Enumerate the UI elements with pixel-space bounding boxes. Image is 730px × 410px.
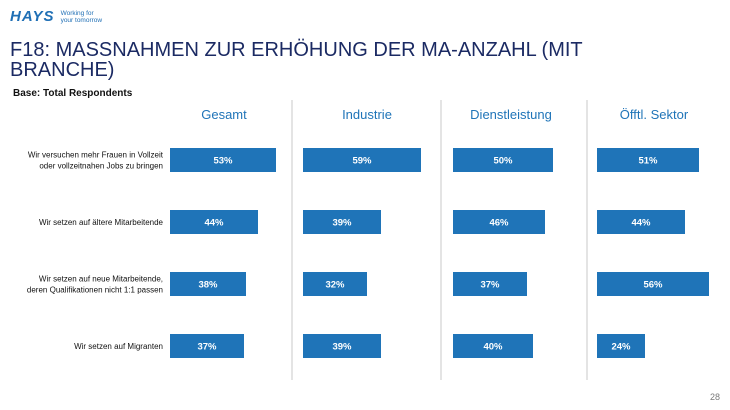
data-label-s3-c4: 40%	[483, 342, 503, 353]
logo-tagline-line-2: your tomorrow	[60, 16, 103, 24]
bar-s1-c4	[170, 334, 244, 358]
bar-s3-c3	[453, 272, 527, 296]
data-label-s1-c1: 53%	[213, 156, 233, 167]
data-label-s1-c4: 37%	[197, 342, 217, 353]
data-label-s2-c4: 39%	[332, 342, 352, 353]
data-label-s4-c3: 56%	[643, 280, 663, 291]
data-label-s3-c1: 50%	[493, 156, 513, 167]
category-label-3-line-1: Wir setzen auf neue Mitarbeitende,	[39, 275, 163, 284]
series-header-4: Öfftl. Sektor	[620, 107, 689, 122]
series-header-1: Gesamt	[201, 107, 247, 122]
category-label-1-line-2: oder vollzeitnahen Jobs zu bringen	[39, 162, 163, 171]
bar-s3-c1	[453, 148, 553, 172]
bar-s1-c2	[170, 210, 258, 234]
bar-s4-c4	[597, 334, 645, 358]
data-label-s2-c3: 32%	[325, 280, 345, 291]
bar-s4-c1	[597, 148, 699, 172]
category-label-3-line-2: deren Qualifikationen nicht 1:1 passen	[27, 286, 163, 295]
data-label-s1-c2: 44%	[204, 218, 224, 229]
bar-s3-c4	[453, 334, 533, 358]
data-label-s4-c2: 44%	[631, 218, 651, 229]
category-label-4-line-1: Wir setzen auf Migranten	[74, 342, 163, 351]
bar-s2-c2	[303, 210, 381, 234]
category-label-1-line-1: Wir versuchen mehr Frauen in Vollzeit	[28, 151, 164, 160]
data-label-s4-c1: 51%	[638, 156, 658, 167]
bar-s1-c1	[170, 148, 276, 172]
series-header-3: Dienstleistung	[470, 107, 552, 122]
bar-s1-c3	[170, 272, 246, 296]
data-label-s4-c4: 24%	[611, 342, 631, 353]
data-label-s3-c3: 37%	[480, 280, 500, 291]
page-subtitle: Base: Total Respondents	[13, 88, 133, 99]
data-label-s2-c2: 39%	[332, 218, 352, 229]
series-header-2: Industrie	[342, 107, 392, 122]
bar-s4-c3	[597, 272, 709, 296]
logo-tagline: Working for your tomorrow	[61, 10, 121, 24]
logo-wordmark: HAYS	[10, 8, 55, 25]
bar-s2-c3	[303, 272, 367, 296]
bar-s3-c2	[453, 210, 545, 234]
page-title: F18: MASSNAHMEN ZUR ERHÖHUNG DER MA-ANZA…	[10, 39, 583, 81]
category-label-2-line-1: Wir setzen auf ältere Mitarbeitende	[39, 218, 164, 227]
logo-tagline-line-1: Working for	[60, 9, 94, 17]
bar-s2-c4	[303, 334, 381, 358]
hays-logo: HAYS Working for your tomorrow	[10, 8, 121, 25]
data-label-s1-c3: 38%	[198, 280, 218, 291]
page-number: 28	[709, 392, 720, 402]
data-label-s2-c1: 59%	[352, 156, 372, 167]
data-label-s3-c2: 46%	[489, 218, 509, 229]
bar-s2-c1	[303, 148, 421, 172]
bar-s4-c2	[597, 210, 685, 234]
